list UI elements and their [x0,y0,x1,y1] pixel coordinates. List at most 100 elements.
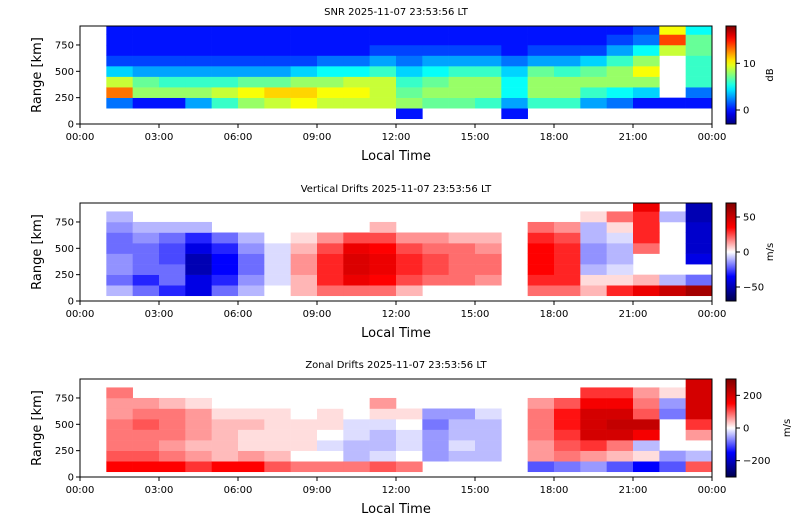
heatmap-cell [554,232,581,244]
heatmap-cell [369,44,397,56]
heatmap-cell [343,87,370,98]
heatmap-cell [475,66,502,77]
heatmap-cell [554,408,581,420]
heatmap-cell [606,440,634,451]
heatmap-cell [238,429,265,441]
heatmap-cell [527,34,555,46]
heatmap-cell [343,243,370,254]
heatmap-cell [396,274,423,286]
heatmap-cell [369,221,397,233]
heatmap-cell [475,408,502,420]
heatmap-cell [159,461,186,473]
heatmap-cell [317,253,344,265]
y-tick-label: 750 [55,40,74,51]
heatmap-cell [554,243,581,254]
heatmap-cell [580,87,607,98]
heatmap-cell [685,55,712,67]
heatmap-cell [685,26,712,35]
heatmap-cell [238,34,265,46]
heatmap-cell [106,76,133,88]
heatmap-cell [132,26,160,35]
heatmap-cell [422,419,449,430]
heatmap-cell [606,87,634,98]
heatmap-cell [396,76,423,88]
heatmap-cell [369,66,397,77]
heatmap-cell [264,285,291,297]
heatmap-cell [185,97,212,109]
heatmap-cell [554,34,581,46]
heatmap-cell [396,450,423,462]
heatmap-cell [264,76,291,88]
heatmap-cell [448,440,476,451]
heatmap-cell [448,34,476,46]
heatmap-cell [211,253,239,265]
heatmap-cell [422,34,449,46]
heatmap-cell [475,26,502,35]
heatmap-cell [106,450,133,462]
heatmap-cell [396,419,423,430]
heatmap-cell [448,450,476,462]
heatmap-cell [369,243,397,254]
heatmap-cell [132,397,160,409]
colorbar-label: m/s [765,243,776,261]
heatmap-cell [475,232,502,244]
heatmap-cell [606,264,634,275]
heatmap-cell [185,440,212,451]
heatmap-cell [369,397,397,409]
heatmap-cell [448,264,476,275]
heatmap-cell [238,274,265,286]
heatmap-cell [238,419,265,430]
y-tick-label: 500 [55,420,74,431]
heatmap-cell [448,44,476,56]
heatmap-cell [527,76,555,88]
heatmap-cell [422,408,449,420]
heatmap-cell [606,232,634,244]
heatmap-cell [527,408,555,420]
heatmap-cell [290,264,318,275]
y-tick-label: 750 [55,217,74,228]
heatmap-cell [132,232,160,244]
heatmap-cell [132,429,160,441]
y-tick-label: 0 [68,297,74,308]
heatmap-cell [159,440,186,451]
heatmap-cell [343,253,370,265]
heatmap-cell [633,66,660,77]
heatmap-cell [343,76,370,88]
heatmap-cell [159,285,186,297]
heatmap-cell [685,387,712,399]
heatmap-cell [580,34,607,46]
panel-0: SNR 2025-11-07 23:53:56 LT 00:00 03:00 06:0… [30,7,776,164]
x-tick-label: 12:00 [382,132,411,143]
heatmap-cell [633,55,660,67]
heatmap-cell [685,232,712,244]
x-axis-label: Local Time [361,502,431,517]
heatmap-cell [185,87,212,98]
heatmap-cell [448,243,476,254]
heatmap-cell [580,66,607,77]
heatmap-cell [132,34,160,46]
heatmap-cell [659,211,686,223]
heatmap-cell [211,66,239,77]
heatmap-cell [264,44,291,56]
heatmap-cell [106,387,133,399]
heatmap-cell [606,387,634,399]
heatmap-cell [106,397,133,409]
heatmap-cell [211,429,239,441]
heatmap-cell [475,76,502,88]
heatmap-cell [527,440,555,451]
heatmap-cell [580,76,607,88]
heatmap-cell [475,419,502,430]
heatmap-cell [369,285,397,297]
heatmap-cell [343,408,370,420]
heatmap-cell [211,274,239,286]
heatmap-cell [290,55,318,67]
heatmap-cell [448,253,476,265]
heatmap-cell [343,44,370,56]
heatmap-cell [501,87,528,98]
x-tick-label: 06:00 [224,132,253,143]
heatmap-cell [369,26,397,35]
heatmap-cell [580,44,607,56]
heatmap-cell [606,429,634,441]
heatmap-cell [317,44,344,56]
heatmap-cell [211,450,239,462]
